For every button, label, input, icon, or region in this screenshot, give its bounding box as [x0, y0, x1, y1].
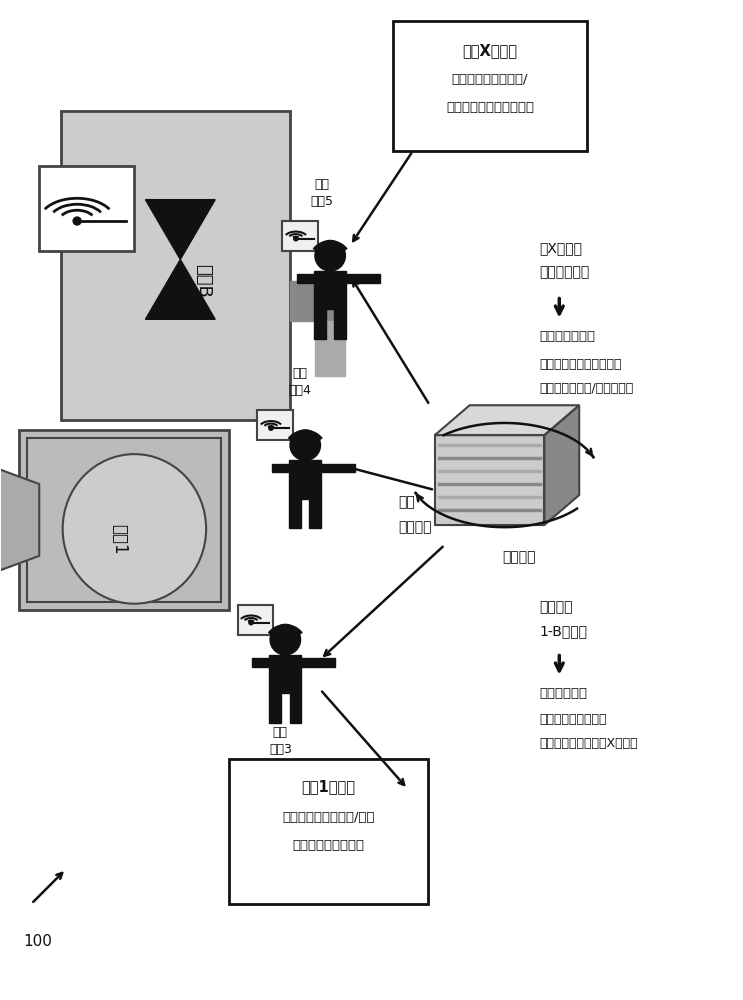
Circle shape: [293, 237, 298, 241]
Circle shape: [269, 426, 273, 430]
Text: 分析结果: 分析结果: [398, 520, 432, 534]
Text: 设备B: 设备B: [194, 264, 212, 298]
Polygon shape: [435, 405, 580, 435]
Bar: [291, 281, 345, 321]
FancyBboxPatch shape: [282, 221, 318, 251]
FancyBboxPatch shape: [393, 21, 587, 151]
Polygon shape: [146, 259, 215, 319]
Circle shape: [73, 217, 81, 225]
Bar: [272, 464, 289, 472]
Polygon shape: [146, 200, 215, 259]
Bar: [269, 655, 302, 693]
Text: 分析平台: 分析平台: [503, 550, 536, 564]
Bar: [321, 464, 355, 472]
Text: 1-B的性能: 1-B的性能: [539, 625, 588, 639]
Circle shape: [249, 621, 253, 625]
Text: 装置5: 装置5: [311, 195, 334, 208]
Text: 任务1工作包: 任务1工作包: [301, 779, 355, 794]
FancyBboxPatch shape: [39, 166, 134, 251]
Bar: [297, 274, 314, 283]
Text: （例如，性能度量、: （例如，性能度量、: [539, 713, 607, 726]
FancyBboxPatch shape: [61, 111, 291, 420]
Text: 分析设备: 分析设备: [539, 600, 573, 614]
Bar: [334, 309, 346, 339]
Polygon shape: [435, 435, 545, 525]
Text: （例如，程序、工具/部件: （例如，程序、工具/部件: [282, 811, 374, 824]
Circle shape: [315, 240, 345, 271]
FancyBboxPatch shape: [19, 430, 229, 610]
Text: 工人: 工人: [315, 178, 330, 191]
Text: 装置4: 装置4: [289, 384, 312, 397]
Text: 装置3: 装置3: [269, 743, 292, 756]
Text: 100: 100: [23, 934, 52, 949]
Text: 部件信息、支持文档等）: 部件信息、支持文档等）: [446, 101, 534, 114]
Text: （例如，程序、工具/: （例如，程序、工具/: [452, 73, 528, 86]
Bar: [289, 460, 321, 499]
Text: 预测的性能、需要的X任务）: 预测的性能、需要的X任务）: [539, 737, 638, 750]
Bar: [290, 693, 302, 723]
Bar: [269, 693, 281, 723]
FancyBboxPatch shape: [238, 605, 273, 635]
Bar: [315, 321, 345, 376]
Circle shape: [270, 624, 301, 655]
Bar: [310, 499, 321, 528]
Circle shape: [290, 430, 320, 460]
Text: （例如，优先级、计划、: （例如，优先级、计划、: [539, 358, 622, 371]
Text: 任务值分析结果: 任务值分析结果: [539, 330, 595, 343]
Text: 工人: 工人: [273, 726, 288, 739]
Text: 性能分析结果: 性能分析结果: [539, 687, 588, 700]
Bar: [314, 271, 346, 309]
Text: 任务评价分析: 任务评价分析: [539, 266, 590, 280]
Bar: [289, 499, 301, 528]
FancyBboxPatch shape: [27, 438, 221, 602]
Ellipse shape: [62, 454, 206, 604]
Text: 工人: 工人: [293, 367, 308, 380]
FancyBboxPatch shape: [257, 410, 293, 440]
Bar: [346, 274, 380, 283]
Bar: [302, 658, 335, 667]
Polygon shape: [0, 460, 39, 580]
Bar: [253, 658, 269, 667]
Polygon shape: [545, 405, 580, 525]
Text: 工人分配、工具/部件保留）: 工人分配、工具/部件保留）: [539, 382, 634, 395]
Text: 任务X工作包: 任务X工作包: [463, 43, 518, 58]
Text: 性能: 性能: [398, 495, 415, 509]
Text: 信息、支持文档等）: 信息、支持文档等）: [292, 839, 364, 852]
Bar: [314, 309, 326, 339]
FancyBboxPatch shape: [229, 759, 428, 904]
Text: 设备1: 设备1: [111, 524, 129, 554]
Text: 对X任务的: 对X任务的: [539, 241, 583, 255]
